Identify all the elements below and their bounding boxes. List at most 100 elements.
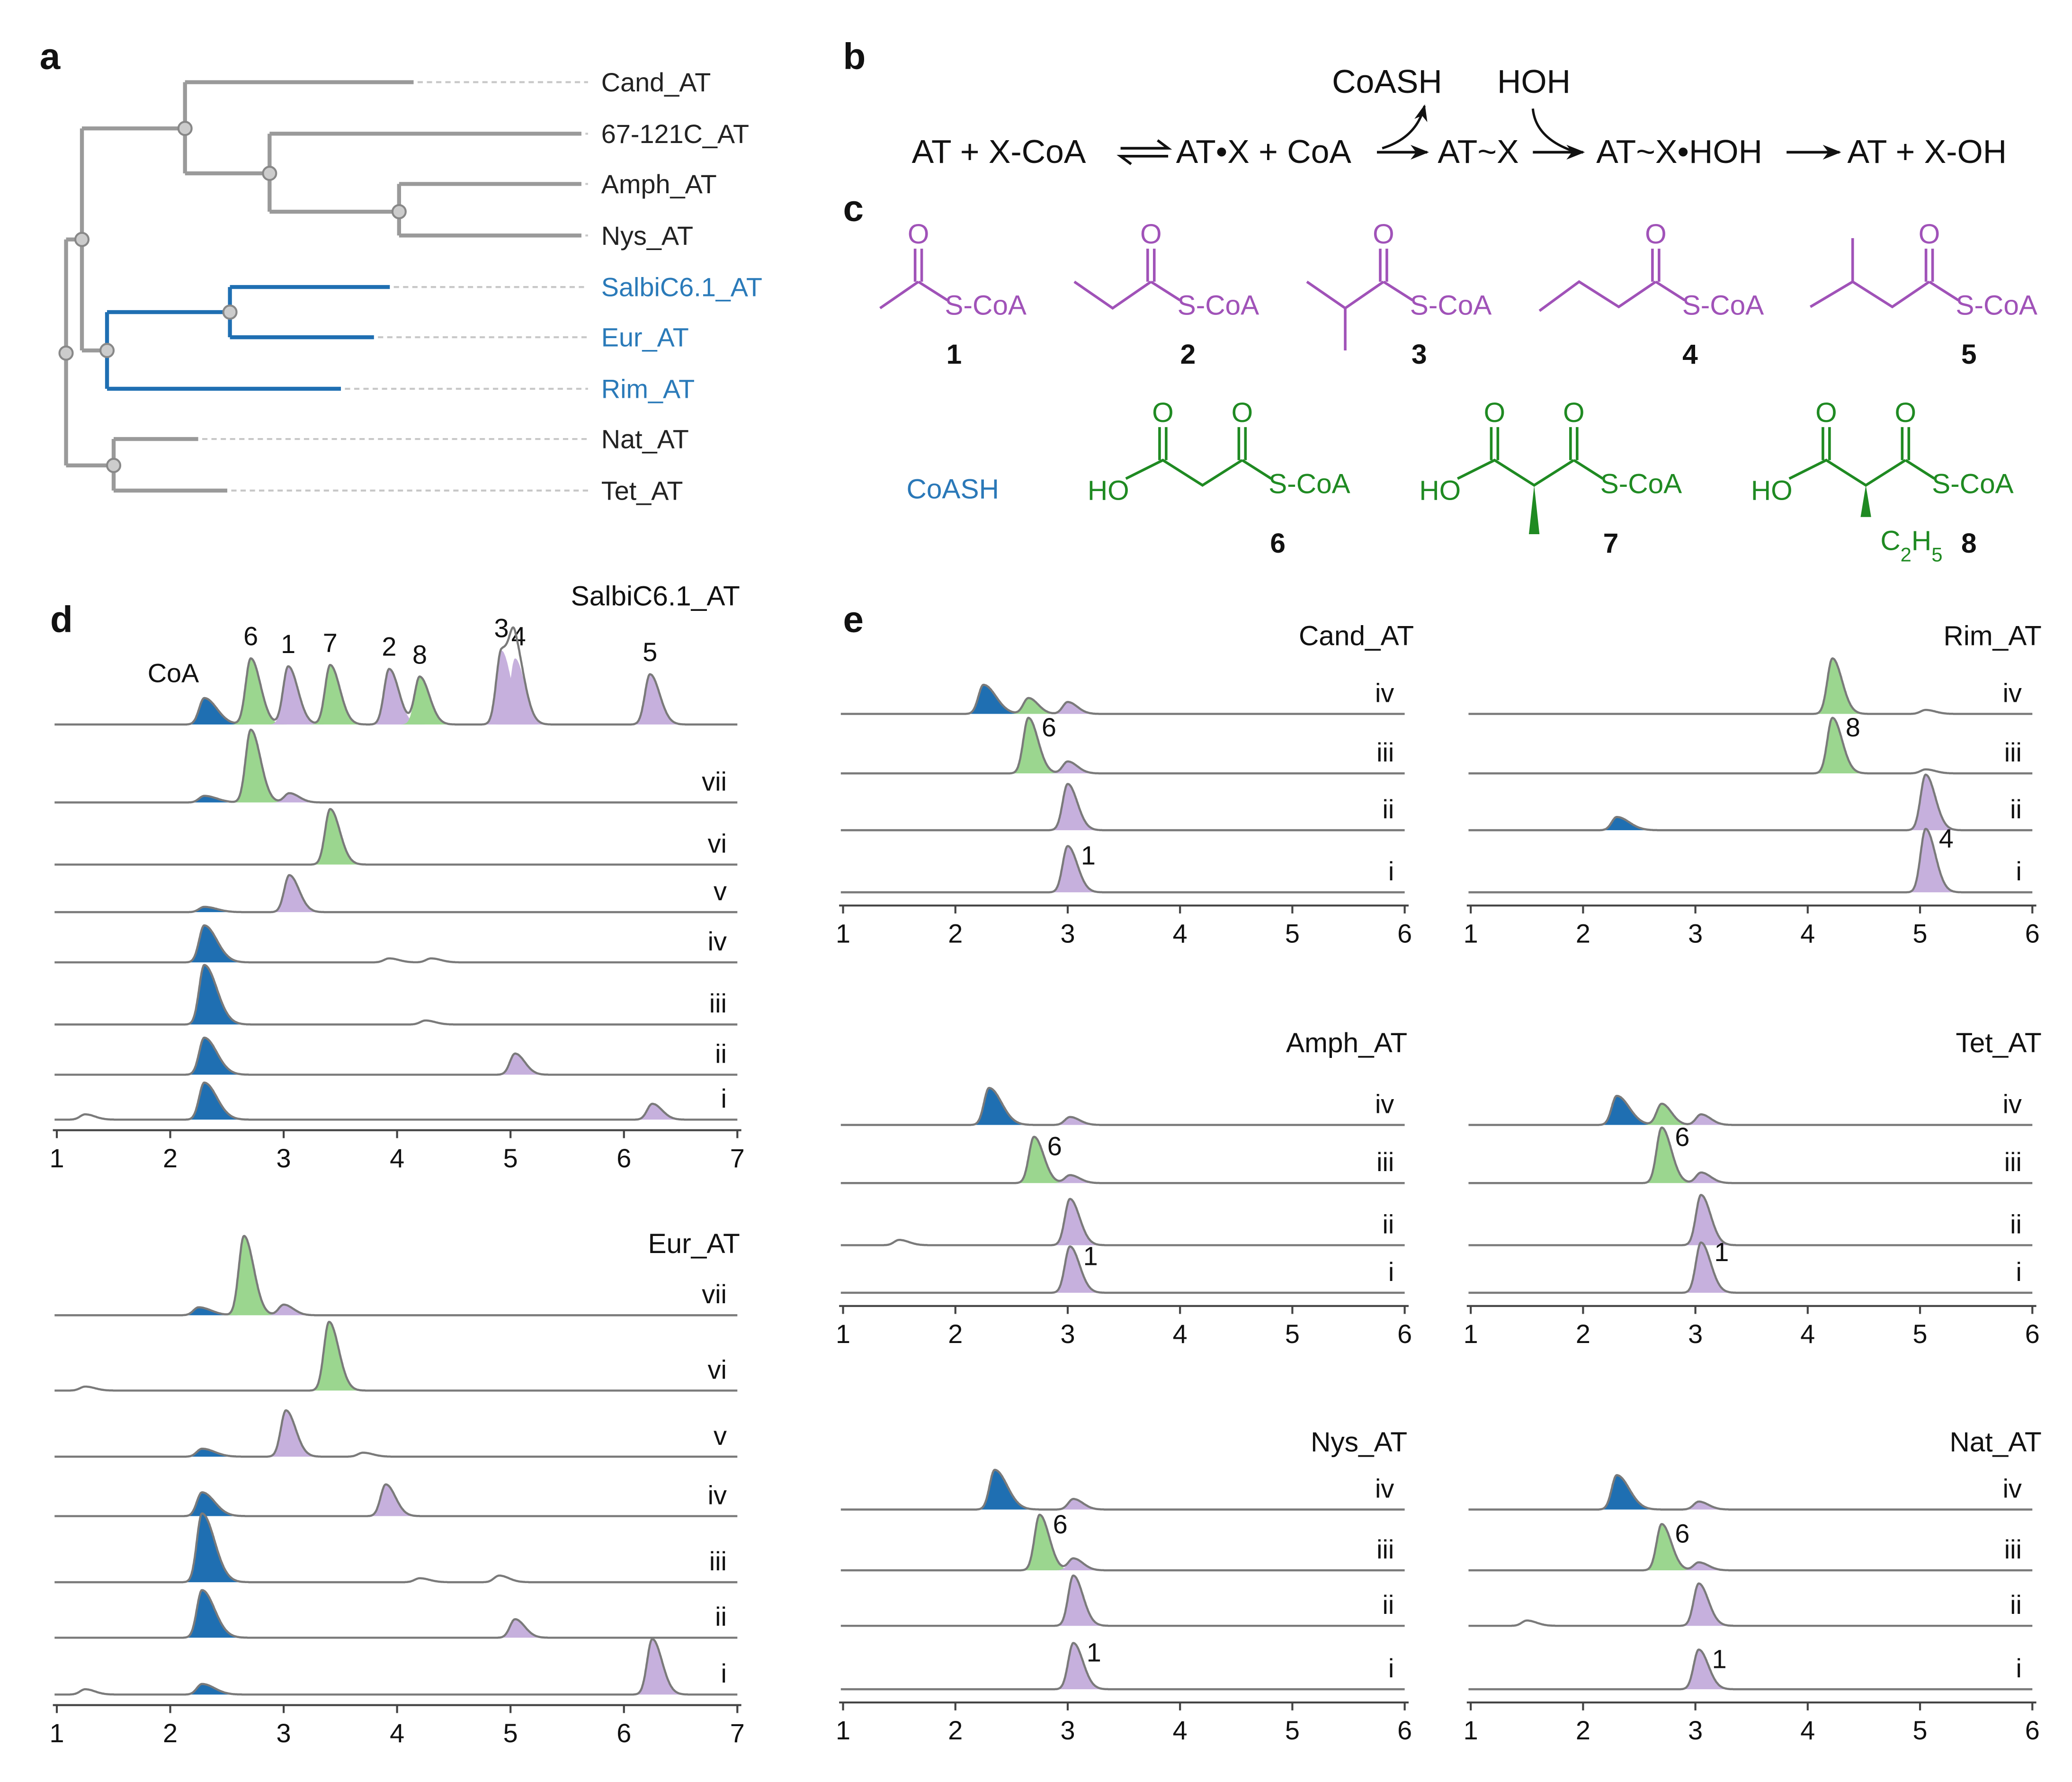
trace-line bbox=[1468, 773, 2033, 832]
trace-label: iii bbox=[709, 1546, 727, 1576]
peak-label: 7 bbox=[323, 627, 338, 657]
trace-label: v bbox=[714, 876, 727, 906]
trace-label: vii bbox=[702, 766, 727, 796]
peak-label: CoA bbox=[148, 658, 199, 688]
reaction-scheme: AT + X-CoA AT•X + CoA CoASH AT~X HOH AT~… bbox=[912, 63, 2007, 170]
x-tick-label: 3 bbox=[277, 1143, 291, 1173]
bond bbox=[1073, 280, 1152, 310]
peak-6 bbox=[228, 730, 313, 803]
ethyl-part: C bbox=[1880, 525, 1900, 556]
peak-CoA bbox=[961, 685, 1045, 714]
trace-iv: iv bbox=[54, 1480, 738, 1517]
wedge-bond-ethyl bbox=[1860, 485, 1871, 517]
oxygen-atom: O bbox=[1373, 219, 1394, 250]
substrate-structures: OS-CoA1OS-CoA2OS-CoA3OS-CoA4OS-CoA5CoASH… bbox=[879, 219, 2037, 565]
x-tick-label: 4 bbox=[390, 1143, 404, 1173]
trace-vii: vii bbox=[54, 728, 738, 804]
trace-iv: iv bbox=[1468, 657, 2033, 715]
trace-iii: iii bbox=[54, 1512, 738, 1584]
trace-line bbox=[1468, 1648, 2033, 1691]
chart-title: Tet_AT bbox=[1956, 1028, 2042, 1058]
peak-label: 1 bbox=[1081, 841, 1096, 870]
wedge-bond-methyl bbox=[1528, 485, 1540, 534]
chart-title: SalbiC6.1_AT bbox=[571, 581, 740, 612]
peak-6 bbox=[1639, 1128, 1724, 1183]
trace-i: 1i bbox=[840, 1241, 1405, 1294]
trace-iii: 8 iii bbox=[1468, 712, 2033, 775]
peak-label: 6 bbox=[1047, 1131, 1062, 1161]
peak-6 bbox=[221, 1236, 307, 1316]
x-tick-label: 5 bbox=[503, 1718, 518, 1748]
peak-1 bbox=[267, 875, 352, 913]
oxygen-atom: O bbox=[1645, 219, 1667, 250]
trace-label: iii bbox=[1376, 737, 1394, 767]
trace-line bbox=[54, 1320, 738, 1392]
peak-label: 6 bbox=[1053, 1509, 1068, 1539]
peak-CoA bbox=[1594, 817, 1679, 831]
x-tick-label: 3 bbox=[1060, 1715, 1075, 1745]
x-tick-label: 5 bbox=[1285, 1319, 1300, 1349]
trace-v: v bbox=[54, 874, 738, 913]
bond bbox=[1904, 459, 1936, 480]
peak-1 bbox=[1047, 1175, 1132, 1183]
trace-label: iv bbox=[2003, 678, 2022, 707]
trace-iii: 6 iii bbox=[1468, 1518, 2033, 1572]
peak-label: 3 bbox=[494, 613, 509, 643]
trace-line bbox=[54, 1409, 738, 1458]
peak-1 bbox=[1676, 1501, 1761, 1510]
peak-7 bbox=[307, 665, 393, 725]
bond bbox=[1241, 459, 1272, 480]
trace-vii: vii bbox=[54, 1235, 738, 1316]
x-tick-label: 4 bbox=[1173, 1715, 1188, 1745]
tree-node bbox=[74, 232, 90, 247]
thioester-label: S-CoA bbox=[1956, 290, 2037, 321]
x-tick-label: 1 bbox=[1464, 918, 1478, 948]
peak-label: 8 bbox=[412, 639, 427, 669]
tree-leaf-label: Nys_AT bbox=[601, 221, 693, 251]
peak-CoA bbox=[179, 1513, 265, 1583]
trace-iv: iv bbox=[1468, 1473, 2033, 1511]
bond bbox=[1125, 458, 1243, 487]
trace-iii: 6 iii bbox=[840, 712, 1405, 775]
trace-label: ii bbox=[715, 1039, 727, 1068]
peak-4 bbox=[492, 658, 578, 725]
tree-node bbox=[99, 343, 115, 358]
thioester-label: S-CoA bbox=[1268, 468, 1350, 499]
peak-1 bbox=[1679, 1195, 1763, 1245]
trace-line bbox=[54, 924, 738, 964]
x-tick-label: 4 bbox=[1173, 918, 1188, 948]
ethyl-part: 5 bbox=[1931, 543, 1942, 565]
peak-1 bbox=[1051, 1576, 1135, 1626]
tree-leaf-label: Amph_AT bbox=[601, 169, 717, 199]
tree-leaf-label: SalbiC6.1_AT bbox=[601, 272, 762, 302]
hydroxyl-label: HO bbox=[1088, 475, 1129, 506]
trace-label: ii bbox=[2010, 1209, 2022, 1239]
peak-label: 6 bbox=[1675, 1518, 1689, 1548]
x-tick-label: 6 bbox=[2025, 1715, 2040, 1745]
tree-node bbox=[106, 457, 122, 473]
peak-CoA bbox=[181, 698, 267, 725]
trace-label: iv bbox=[1375, 1089, 1394, 1119]
trace-line bbox=[54, 728, 738, 804]
thioester-label: S-CoA bbox=[945, 290, 1027, 321]
trace-line bbox=[54, 1037, 738, 1076]
x-tick-label: 5 bbox=[1913, 918, 1928, 948]
peak-label: 6 bbox=[243, 621, 258, 651]
peak-1 bbox=[1045, 702, 1130, 714]
water-arrow bbox=[1531, 108, 1573, 152]
x-tick-label: 2 bbox=[948, 1319, 963, 1349]
compound-number: 7 bbox=[1603, 528, 1619, 559]
peak-6 bbox=[1017, 1514, 1102, 1570]
trace-label: vii bbox=[702, 1279, 727, 1309]
trace-line bbox=[54, 1081, 738, 1121]
trace-label: i bbox=[2016, 856, 2022, 886]
x-tick-label: 2 bbox=[948, 918, 963, 948]
peak-4 bbox=[492, 1619, 578, 1638]
panel-label-a: a bbox=[40, 36, 61, 77]
chart-title: Eur_AT bbox=[648, 1228, 740, 1259]
trace-label: i bbox=[1388, 1257, 1394, 1287]
bond bbox=[1344, 280, 1384, 310]
bond bbox=[1150, 280, 1181, 302]
